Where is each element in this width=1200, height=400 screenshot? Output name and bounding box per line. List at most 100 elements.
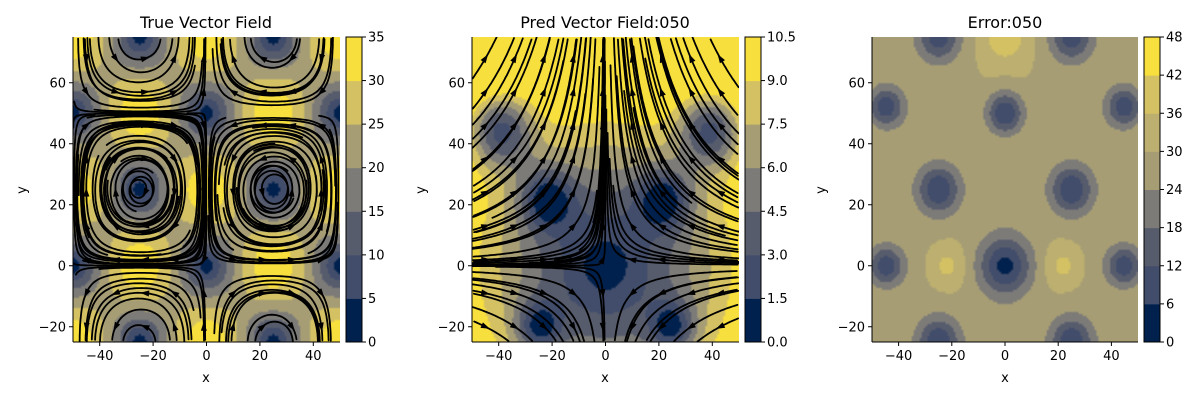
streamline [605,108,739,266]
streamline [472,37,538,149]
streamline-arrow [84,288,91,298]
streamline-arrow [629,87,636,97]
streamline [507,38,578,200]
streamline-arrow [317,87,327,96]
true-vector-field-panel: True Vector Field x y −40 −20 0 20 40 −20 0 20 4… [15,13,385,386]
streamline [675,37,739,146]
streamline-arrow [169,154,178,164]
streamline [84,38,196,102]
streamline-arrow [715,322,726,329]
streamline-arrow [142,187,150,197]
streamline-arrow [81,86,90,96]
streamline [472,306,534,342]
streamline [472,278,581,342]
streamline-arrow [659,120,666,131]
colorbar-segment [1144,75,1160,114]
streamline-arrow [111,223,121,231]
y-tick-label: 60 [848,76,865,91]
pred-vector-field-panel: Pred Vector Field:050 x y −40 −20 0 20 40 −20… [414,13,796,386]
streamline-arrow [569,120,576,131]
streamline [77,37,203,109]
colorbar-tick-label: 6 [1166,297,1174,312]
streamline-arrow [509,224,520,231]
colorbar-tick-label: 0 [1166,336,1174,351]
streamline-arrow [200,120,206,131]
streamline-arrow [717,87,726,97]
colorbar-segment [346,37,362,82]
streamline-arrow [140,290,150,297]
streamline [615,75,739,251]
streamline-arrow [568,321,576,331]
streamline [472,189,598,262]
streamline-arrow [228,256,239,262]
contour-fill [872,37,1138,342]
streamline-arrow [141,122,151,129]
streamline-arrow [257,323,267,332]
streamline-arrow [568,288,578,297]
streamline-arrow [480,224,491,231]
streamline-arrow [480,322,490,329]
streamline-arrow [540,53,546,64]
x-axis-label: x [1001,371,1009,386]
streamline [473,37,565,194]
streamlines [472,37,739,342]
streamline-arrow [599,53,606,63]
streamline-arrow [228,289,237,299]
streamline-arrow [510,289,520,296]
streamline-arrow [231,53,238,64]
colorbar-segment [346,124,362,169]
streamline-arrow [319,154,326,164]
error-panel: Error:050 x y −40 −20 0 20 40 −20 0 20 40 60 0 6 12 1… [814,13,1183,386]
streamline [617,38,738,246]
y-axis-label: y [814,186,829,194]
streamline [94,291,186,342]
streamline-arrow [287,123,297,129]
streamline-arrow [229,321,236,332]
colorbar-segment [745,124,761,169]
y-tick-label: 20 [848,198,865,213]
streamline-arrow [659,87,666,97]
colorbar-tick-label: 30 [368,74,385,89]
streamline [632,45,739,220]
colorbar-segment [346,80,362,125]
streamline [90,287,190,341]
colorbar-segment [346,254,362,299]
streamline [634,282,739,342]
streamline [78,272,202,342]
streamline [225,289,321,342]
streamline [612,184,738,262]
streamline-arrow [83,187,90,197]
colorbar: 0.0 1.5 3.0 4.5 6.0 7.5 9.0 10.5 [744,31,796,351]
streamline-arrow [687,155,696,164]
colorbar-tick-label: 10 [368,248,385,263]
streamline [472,37,551,173]
colorbar-segment [1144,265,1160,305]
streamline-arrow [111,87,121,94]
colorbar-segment [745,298,761,343]
x-tick-label: 40 [1103,349,1120,364]
x-tick-label: −40 [885,349,912,364]
streamline-arrow [539,223,549,231]
colorbar-segment [745,80,761,125]
streamline-arrow [287,321,295,331]
x-tick-label: 0 [601,349,609,364]
colorbar-segment [1144,189,1160,229]
streamline [86,37,194,97]
streamline-arrow [716,121,726,131]
streamline-arrow [686,189,696,198]
streamline-arrow [287,156,297,164]
streamline-arrow [480,190,490,198]
streamline [644,37,739,199]
streamline [669,38,739,155]
streamline-arrow [318,187,325,197]
streamline [229,38,320,89]
x-tick-label: 20 [1050,349,1067,364]
streamline-arrow [715,190,726,198]
streamline-arrow [140,155,150,162]
colorbar-segment [745,254,761,299]
colorbar: 0 5 10 15 20 25 30 35 [345,31,385,351]
y-tick-label: 40 [49,137,66,152]
streamline-arrow [170,53,177,64]
streamline-arrow [480,121,489,131]
panel-title: Error:050 [968,13,1043,32]
